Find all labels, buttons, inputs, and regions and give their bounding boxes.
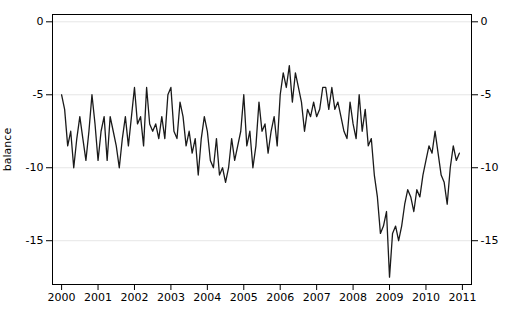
svg-text:2006: 2006 <box>266 291 294 304</box>
svg-text:-5: -5 <box>33 88 44 101</box>
svg-text:2011: 2011 <box>448 291 476 304</box>
svg-text:2005: 2005 <box>230 291 258 304</box>
svg-text:-5: -5 <box>481 88 492 101</box>
svg-text:2004: 2004 <box>193 291 221 304</box>
svg-text:-15: -15 <box>481 234 499 247</box>
svg-text:balance: balance <box>1 128 14 172</box>
svg-text:2002: 2002 <box>120 291 148 304</box>
svg-text:2009: 2009 <box>376 291 404 304</box>
svg-text:0: 0 <box>37 15 44 28</box>
svg-text:2003: 2003 <box>157 291 185 304</box>
svg-text:2010: 2010 <box>412 291 440 304</box>
svg-text:-10: -10 <box>26 161 44 174</box>
svg-text:-15: -15 <box>26 234 44 247</box>
svg-text:2000: 2000 <box>48 291 76 304</box>
svg-text:-10: -10 <box>481 161 499 174</box>
svg-text:2008: 2008 <box>339 291 367 304</box>
svg-text:0: 0 <box>481 15 488 28</box>
svg-text:2001: 2001 <box>84 291 112 304</box>
svg-text:2007: 2007 <box>303 291 331 304</box>
